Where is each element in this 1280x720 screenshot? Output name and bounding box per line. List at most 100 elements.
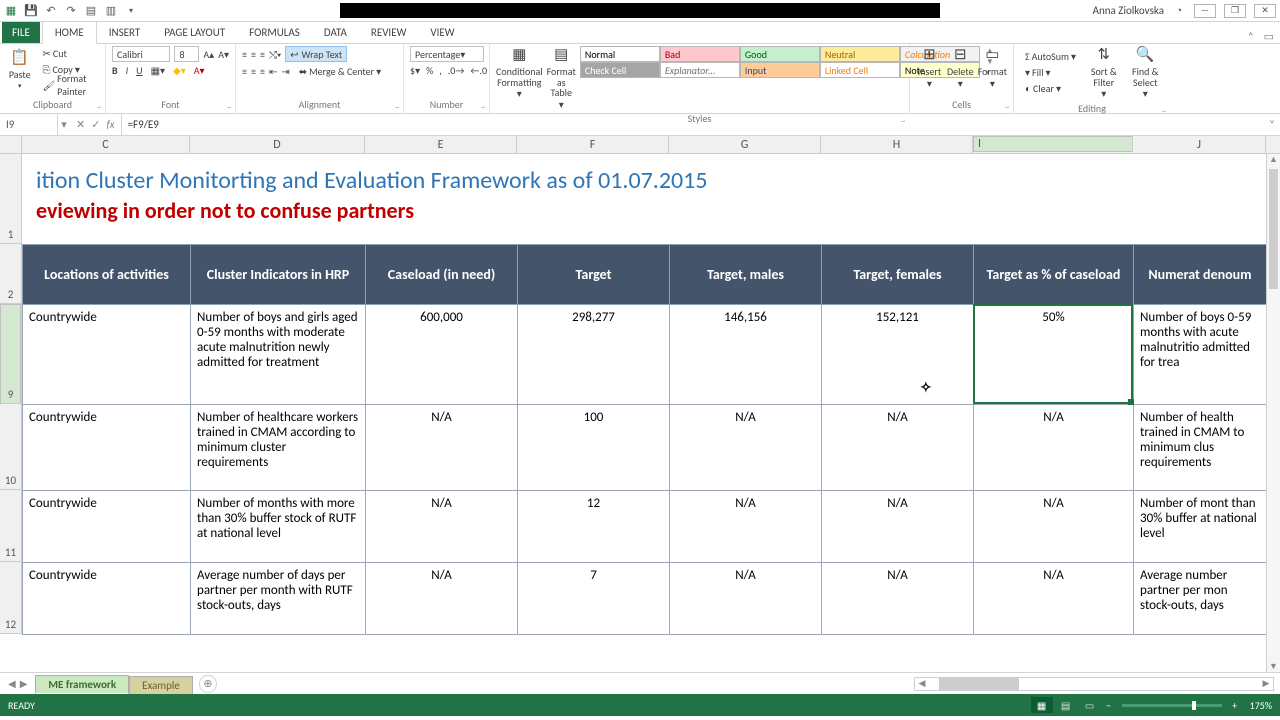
comma-icon[interactable]: , [439,64,442,77]
table-cell[interactable]: N/A [366,563,518,635]
row-header[interactable]: 1 [0,154,21,244]
table-cell[interactable]: Countrywide [23,405,191,491]
decrease-font-icon[interactable]: A▾ [218,48,229,61]
font-name-select[interactable]: Calibri [112,46,170,62]
style-input[interactable]: Input [740,62,820,78]
indent-dec-icon[interactable]: ⇤ [269,65,277,78]
align-center-icon[interactable]: ≡ [251,65,256,78]
table-cell[interactable]: 50% [974,305,1134,405]
file-tab[interactable]: FILE [2,22,40,43]
select-all-corner[interactable] [0,136,22,153]
table-header[interactable]: Target as % of caseload [974,245,1134,305]
font-color-button[interactable]: A▾ [194,64,205,77]
vertical-scrollbar[interactable]: ▲ ▼ [1266,154,1280,672]
zoom-in-button[interactable]: + [1228,699,1242,712]
zoom-out-button[interactable]: − [1102,699,1116,712]
scroll-right-icon[interactable]: ▶ [1259,678,1273,689]
currency-icon[interactable]: $▾ [410,64,420,77]
table-cell[interactable]: Number of healthcare workers trained in … [191,405,366,491]
paste-button[interactable]: 📋 Paste ▾ [6,49,33,89]
sheet-tab-active[interactable]: ME framework [35,675,129,694]
tab-home[interactable]: HOME [42,21,97,44]
increase-font-icon[interactable]: A▴ [203,48,214,61]
format-as-table-button[interactable]: ▤ Format as Table▾ [547,46,576,110]
column-header[interactable]: F [517,136,669,153]
table-cell[interactable]: 7 [518,563,670,635]
font-size-select[interactable]: 8 [174,46,199,62]
tab-data[interactable]: DATA [312,22,359,43]
table-cell[interactable]: Average number of days per partner per m… [191,563,366,635]
table-cell[interactable]: Number of boys 0-59 months with acute ma… [1134,305,1267,405]
qat-dropdown-icon[interactable]: ▾ [124,4,138,18]
sheet-tab[interactable]: Example [129,676,193,694]
conditional-formatting-button[interactable]: ▦ Conditional Formatting▾ [496,46,543,100]
horizontal-scrollbar[interactable]: ◀ ▶ [914,677,1274,691]
table-cell[interactable]: N/A [974,491,1134,563]
style-explanatory[interactable]: Explanator... [660,62,740,78]
delete-button[interactable]: ⊟Delete▾ [947,46,974,89]
table-cell[interactable]: Number of boys and girls aged 0-59 month… [191,305,366,405]
column-header[interactable]: J [1133,136,1266,153]
tab-nav-next-icon[interactable]: ▶ [20,677,28,690]
inc-decimal-icon[interactable]: .0→ [448,64,465,77]
table-cell[interactable]: 600,000 [366,305,518,405]
table-cell[interactable]: Countrywide [23,491,191,563]
cancel-formula-icon[interactable]: ✕ [76,118,85,131]
table-cell[interactable]: N/A [974,405,1134,491]
insert-button[interactable]: ⊞Insert▾ [916,46,943,89]
restore-button[interactable]: ❐ [1224,4,1246,18]
table-header[interactable]: Target, males [670,245,822,305]
tab-review[interactable]: REVIEW [359,22,419,43]
table-header[interactable]: Numerat denoum [1134,245,1267,305]
align-bottom-icon[interactable]: ≡ [260,48,265,61]
border-button[interactable]: ▦▾ [151,64,165,77]
ribbon-help-icon[interactable]: ▭ [1264,30,1274,43]
tab-page-layout[interactable]: PAGE LAYOUT [152,22,237,43]
column-header[interactable]: C [22,136,190,153]
worksheet[interactable]: CDEFGHIJ 129101112 ition Cluster Monitor… [0,136,1280,672]
close-button[interactable]: ✕ [1254,4,1276,18]
user-avatar-icon[interactable]: ◔ [1172,4,1186,18]
minimize-button[interactable]: — [1194,4,1216,18]
table-header[interactable]: Locations of activities [23,245,191,305]
name-box-dropdown-icon[interactable]: ▾ [58,118,70,131]
table-cell[interactable]: N/A [366,491,518,563]
redo-icon[interactable]: ↷ [64,4,78,18]
row-header[interactable]: 11 [0,490,21,562]
table-cell[interactable]: N/A [822,491,974,563]
table-cell[interactable]: Countrywide [23,305,191,405]
row-header[interactable]: 12 [0,562,21,634]
style-check-cell[interactable]: Check Cell [580,62,660,78]
table-header[interactable]: Caseload (in need) [366,245,518,305]
fill-color-button[interactable]: ◆▾ [173,64,186,77]
table-cell[interactable]: 100 [518,405,670,491]
table-cell[interactable]: Number of months with more than 30% buff… [191,491,366,563]
cells-area[interactable]: ition Cluster Monitorting and Evaluation… [22,154,1280,635]
table-cell[interactable]: N/A [670,563,822,635]
undo-icon[interactable]: ↶ [44,4,58,18]
scroll-thumb[interactable] [1269,169,1278,289]
hscroll-thumb[interactable] [939,678,1019,690]
merge-center-button[interactable]: ⬌ Merge & Center ▾ [294,64,386,78]
tab-nav-prev-icon[interactable]: ◀ [8,677,16,690]
scroll-down-icon[interactable]: ▼ [1267,661,1280,672]
qat-item-icon[interactable]: ▤ [84,4,98,18]
tab-formulas[interactable]: FORMULAS [237,22,312,43]
number-format-select[interactable]: Percentage ▾ [410,46,484,62]
wrap-text-button[interactable]: ↩Wrap Text [285,46,347,62]
table-cell[interactable]: Number of mont than 30% buffer at nation… [1134,491,1267,563]
enter-formula-icon[interactable]: ✓ [91,118,100,131]
style-neutral[interactable]: Neutral [820,46,900,62]
qat-item-icon[interactable]: ▥ [104,4,118,18]
dec-decimal-icon[interactable]: ←.0 [470,64,487,77]
clear-button[interactable]: ◐ Clear ▾ [1020,82,1081,96]
italic-button[interactable]: I [126,64,129,77]
table-cell[interactable]: Number of health trained in CMAM to mini… [1134,405,1267,491]
style-bad[interactable]: Bad [660,46,740,62]
autosum-button[interactable]: Σ AutoSum ▾ [1020,50,1081,64]
column-header[interactable]: H [821,136,973,153]
table-cell[interactable]: 12 [518,491,670,563]
column-header[interactable]: G [669,136,821,153]
table-cell[interactable]: 298,277 [518,305,670,405]
fill-button[interactable]: ▾ Fill ▾ [1020,66,1081,80]
